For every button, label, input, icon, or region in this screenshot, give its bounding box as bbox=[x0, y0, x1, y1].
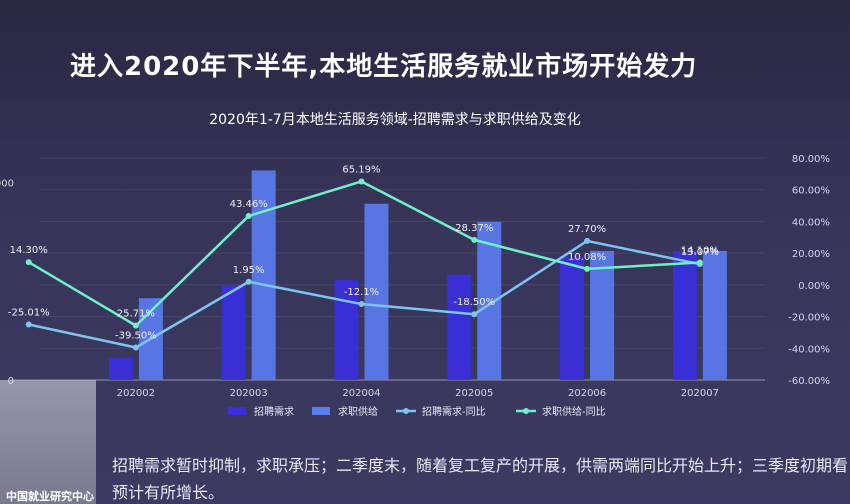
y-left-tick-label: 000 bbox=[0, 179, 14, 190]
y-right-tick-label: -60.00% bbox=[788, 376, 830, 387]
bar-supply bbox=[702, 250, 727, 380]
data-label: -25.01% bbox=[8, 308, 50, 319]
legend-label: 招聘需求-同比 bbox=[422, 405, 486, 418]
bar-series bbox=[108, 170, 727, 380]
line-point bbox=[584, 265, 591, 272]
data-labels: 14.30% -25.01% -39.50% 25.71% 43.46% 1.95% 65.… bbox=[8, 164, 719, 341]
data-label: 43.46% bbox=[230, 199, 268, 210]
data-label: 14.10% bbox=[681, 245, 719, 256]
bar-demand bbox=[221, 285, 246, 380]
legend-swatch-dot bbox=[523, 408, 529, 414]
x-tick-label: 202006 bbox=[568, 388, 606, 399]
bar-demand bbox=[334, 280, 359, 380]
data-label: 14.30% bbox=[10, 245, 48, 256]
bar-supply bbox=[590, 250, 615, 380]
data-label: 13.07% bbox=[681, 247, 719, 258]
footnote-line-2: 预计有所增长。 bbox=[112, 483, 225, 502]
line-point bbox=[471, 236, 478, 243]
podium bbox=[0, 380, 96, 504]
line-point bbox=[471, 311, 478, 318]
data-label: 65.19% bbox=[342, 164, 380, 175]
x-tick-label: 202004 bbox=[342, 388, 380, 399]
data-label: 25.71% bbox=[117, 309, 155, 320]
bar-demand bbox=[108, 357, 133, 380]
line-point bbox=[358, 178, 365, 185]
headline: 进入2020年下半年,本地生活服务就业市场开始发力 bbox=[70, 52, 698, 82]
y-right-tick-label: 80.00% bbox=[792, 154, 830, 165]
line-point bbox=[696, 259, 703, 266]
legend-label: 求职供给 bbox=[338, 405, 378, 418]
line-point bbox=[25, 321, 32, 328]
x-tick-label: 202002 bbox=[117, 388, 155, 399]
y-right-tick-label: 60.00% bbox=[792, 186, 830, 197]
data-label: 27.70% bbox=[568, 224, 606, 235]
line-point bbox=[245, 212, 252, 219]
legend-label: 求职供给-同比 bbox=[542, 405, 606, 418]
y-axis-left: 0000 bbox=[0, 179, 14, 387]
y-left-tick-label: 0 bbox=[8, 376, 14, 387]
chart-title: 2020年1-7月本地生活服务领域-招聘需求与求职供给及变化 bbox=[209, 112, 581, 128]
y-right-tick-label: 0.00% bbox=[798, 281, 830, 292]
y-right-tick-label: -40.00% bbox=[788, 344, 830, 355]
line-point bbox=[132, 344, 139, 351]
data-label: -18.50% bbox=[453, 297, 495, 308]
data-label: 10.08% bbox=[568, 252, 606, 263]
bar-demand bbox=[560, 256, 585, 380]
data-label: -12.1% bbox=[344, 287, 379, 298]
y-right-tick-label: 40.00% bbox=[792, 217, 830, 228]
x-tick-label: 202005 bbox=[455, 388, 493, 399]
bar-demand bbox=[447, 274, 472, 380]
line-point bbox=[132, 322, 139, 329]
legend-swatch bbox=[228, 407, 246, 415]
bar-supply bbox=[251, 170, 276, 380]
footnote-line-1: 招聘需求暂时抑制，求职承压；二季度末，随着复工复产的开展，供需两端同比开始上升；… bbox=[112, 456, 849, 475]
legend-label: 招聘需求 bbox=[254, 405, 294, 418]
x-axis: 202002 202003 202004 202005 202006 202007 bbox=[117, 388, 719, 399]
y-right-tick-label: -20.00% bbox=[788, 313, 830, 324]
legend-swatch bbox=[312, 407, 330, 415]
line-point bbox=[245, 278, 252, 285]
line-point bbox=[584, 237, 591, 244]
line-series bbox=[25, 178, 703, 351]
legend-swatch-dot bbox=[403, 408, 409, 414]
data-label: -39.50% bbox=[115, 330, 157, 341]
bar-demand bbox=[672, 250, 697, 380]
line-point bbox=[25, 259, 32, 266]
line-point bbox=[358, 301, 365, 308]
y-right-tick-label: 20.00% bbox=[792, 249, 830, 260]
data-label: 1.95% bbox=[233, 265, 265, 276]
bar-supply bbox=[364, 203, 389, 380]
legend: 招聘需求 求职供给 招聘需求-同比 求职供给-同比 bbox=[228, 405, 606, 418]
y-axis-right: -60.00% -40.00% -20.00% 0.00% 20.00% 40.00% 60… bbox=[788, 154, 830, 387]
bar-supply bbox=[477, 221, 502, 380]
x-tick-label: 202003 bbox=[230, 388, 268, 399]
podium-label: 中国就业研究中心 bbox=[6, 490, 94, 503]
data-label: 28.37% bbox=[455, 223, 493, 234]
x-tick-label: 202007 bbox=[681, 388, 719, 399]
